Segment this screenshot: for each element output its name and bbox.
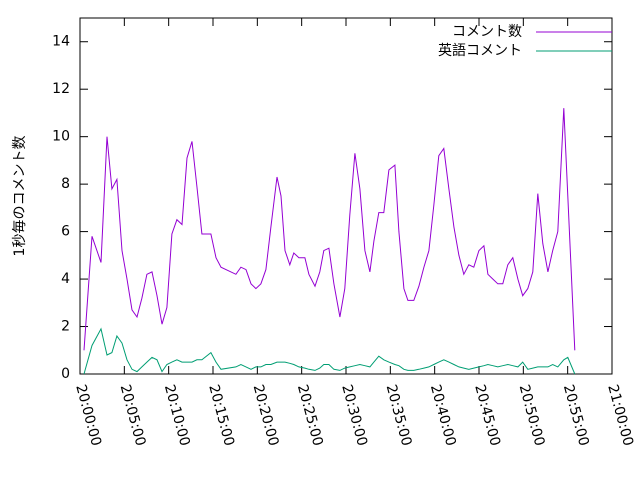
x-tick-label: 20:05:00 xyxy=(117,383,149,448)
legend-label: コメント数 xyxy=(452,24,522,40)
x-tick-label: 20:15:00 xyxy=(205,383,237,448)
y-tick-label: 8 xyxy=(61,176,70,192)
x-tick-label: 20:20:00 xyxy=(250,383,282,448)
y-tick-label: 4 xyxy=(61,271,70,287)
x-tick-label: 20:00:00 xyxy=(72,383,104,448)
y-tick-label: 0 xyxy=(61,366,70,382)
x-tick-label: 20:50:00 xyxy=(516,383,548,448)
x-tick-label: 20:25:00 xyxy=(294,383,326,448)
x-tick-label: 20:55:00 xyxy=(560,383,592,448)
y-tick-label: 2 xyxy=(61,319,70,335)
series-line xyxy=(83,327,576,375)
series-line xyxy=(83,108,576,351)
y-tick-label: 14 xyxy=(52,34,70,50)
plot-frame xyxy=(79,17,613,375)
x-tick-label: 20:45:00 xyxy=(471,383,503,448)
y-axis-label: 1秒毎のコメント数 xyxy=(12,136,28,257)
x-tick-label: 20:35:00 xyxy=(383,383,415,448)
x-tick-label: 20:10:00 xyxy=(161,383,193,448)
y-tick-label: 6 xyxy=(61,224,70,240)
x-tick-label: 20:30:00 xyxy=(338,383,370,448)
y-tick-label: 10 xyxy=(52,129,70,145)
y-tick-label: 12 xyxy=(52,81,70,97)
x-tick-label: 20:40:00 xyxy=(427,383,459,448)
legend-label: 英語コメント xyxy=(438,42,522,59)
x-tick-label: 21:00:00 xyxy=(604,383,636,448)
